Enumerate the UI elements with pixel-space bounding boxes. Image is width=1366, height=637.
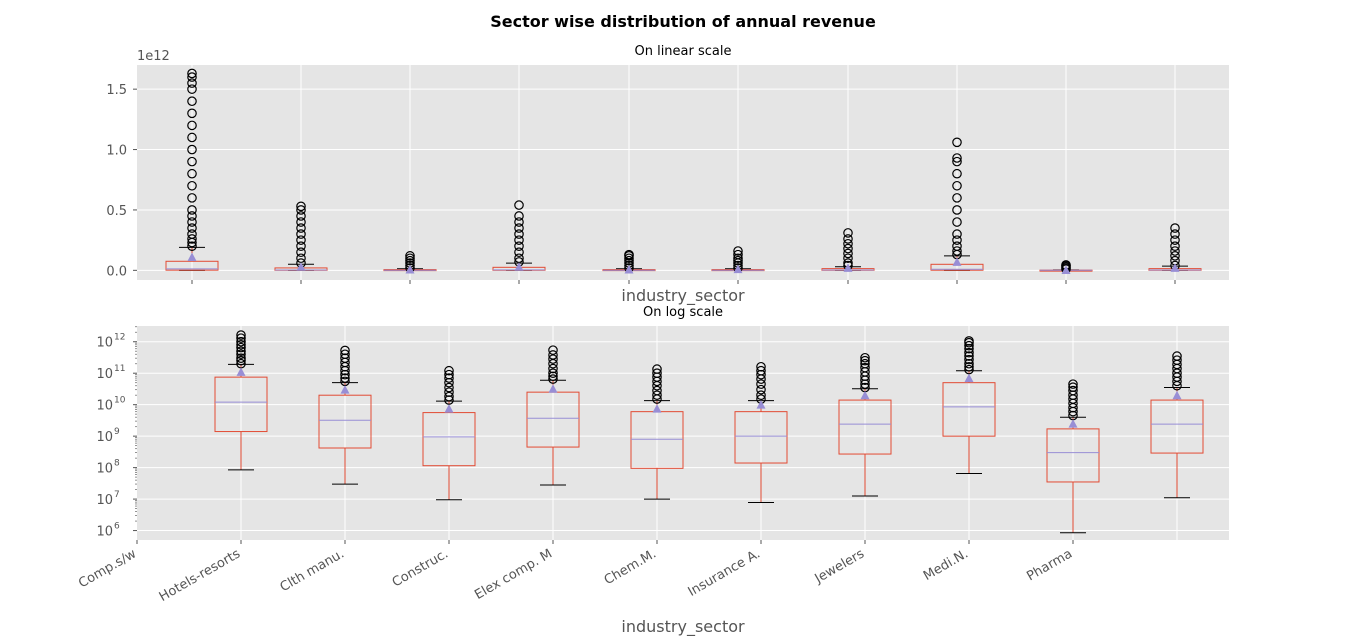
log-y-tick-label: 10 [96, 367, 113, 382]
log-y-tick-exponent: 8 [114, 459, 120, 469]
x-tick-label: Comp.s/w [76, 546, 139, 591]
x-tick-label: Clth manu. [278, 546, 347, 595]
log-x-tick-labels: Comp.s/w Hotels-resorts Clth manu. Construc… [76, 540, 1075, 605]
figure-suptitle: Sector wise distribution of annual reven… [490, 12, 876, 31]
linear-y-tick-label: 0.5 [106, 204, 127, 219]
log-scale-axes: On log scale industry_sector 10610710810… [76, 305, 1229, 637]
log-y-tick-label: 10 [96, 399, 113, 414]
log-y-tick-label: 10 [96, 336, 113, 351]
log-y-tick-exponent: 11 [114, 364, 125, 374]
linear-scale-axes: On linear scale 1e12 industry_sector 0.0… [106, 44, 1229, 306]
log-x-axis-label: industry_sector [621, 617, 745, 637]
log-axes-title: On log scale [643, 305, 723, 320]
x-tick-label: Jewelers [812, 546, 867, 587]
linear-y-tick-label: 0.0 [106, 264, 127, 279]
log-y-tick-label: 10 [96, 462, 113, 477]
linear-y-tick-label: 1.5 [106, 83, 127, 98]
x-tick-label: Elex comp. M [472, 546, 555, 602]
log-y-tick-label: 10 [96, 430, 113, 445]
x-tick-label: Hotels-resorts [157, 546, 243, 605]
x-tick-label: Insurance A. [686, 546, 763, 599]
log-y-tick-exponent: 6 [114, 522, 120, 532]
x-tick-label: Medi.N. [921, 546, 971, 584]
log-y-tick-exponent: 12 [114, 333, 125, 343]
log-y-tick-exponent: 9 [114, 427, 120, 437]
x-tick-label: Pharma [1024, 546, 1075, 584]
linear-x-axis-label: industry_sector [621, 286, 745, 306]
log-y-tick-exponent: 7 [114, 490, 120, 500]
linear-y-offset-text: 1e12 [137, 49, 170, 64]
linear-axes-title: On linear scale [634, 44, 731, 59]
x-tick-label: Construc. [390, 546, 451, 590]
x-tick-label: Chem.M. [602, 546, 659, 588]
log-y-tick-label: 10 [96, 525, 113, 540]
linear-y-tick-label: 1.0 [106, 144, 127, 159]
log-y-tick-label: 10 [96, 493, 113, 508]
log-y-tick-exponent: 10 [114, 396, 126, 406]
